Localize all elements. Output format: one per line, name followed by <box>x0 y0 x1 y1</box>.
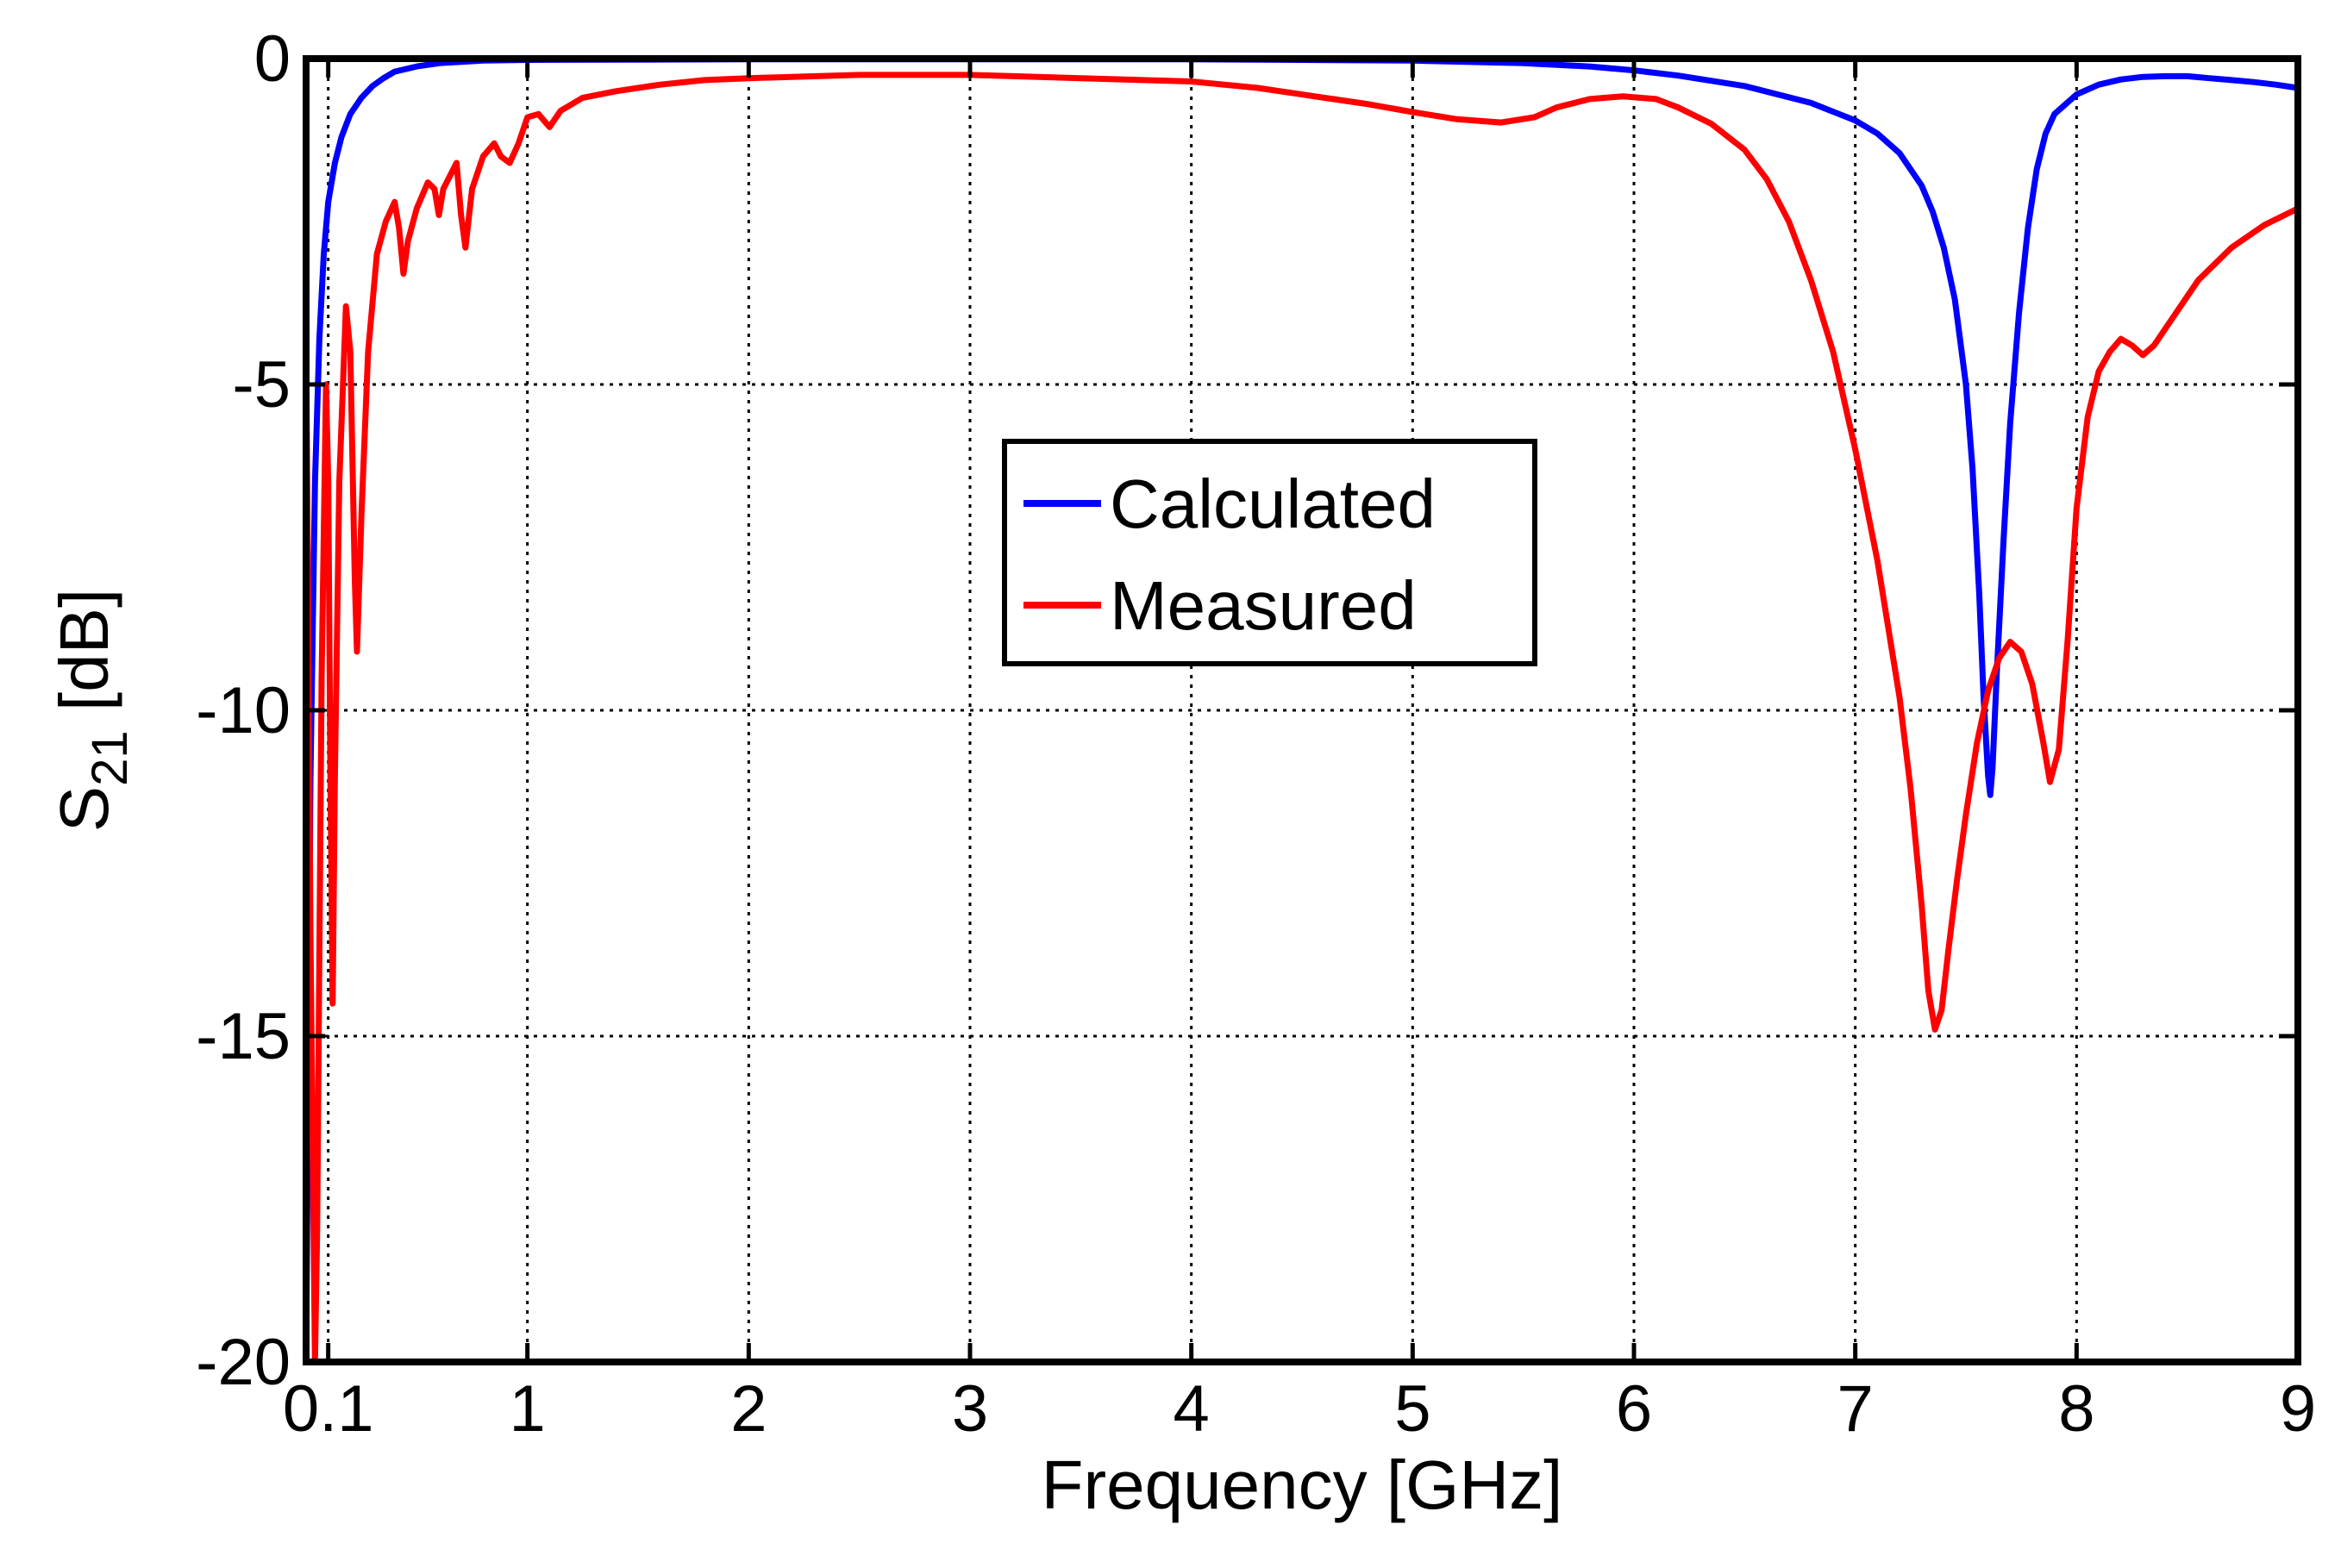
series-line-measured <box>306 72 2298 1362</box>
x-tick-label: 9 <box>2280 1372 2316 1446</box>
y-axis-title-subscript: 21 <box>82 730 138 786</box>
x-tick-label: 1 <box>510 1372 546 1446</box>
x-tick-label: 4 <box>1174 1372 1210 1446</box>
legend-box <box>1002 439 1537 666</box>
axis-ticks: 0.1 1 2 3 4 5 6 7 8 9 0 -5 -10 -15 -20 <box>196 22 2316 1446</box>
x-tick-label: 2 <box>730 1372 767 1446</box>
legend-label-calculated: Calculated <box>1110 465 1436 542</box>
y-tick-label: -10 <box>196 674 291 747</box>
x-tick-label: 3 <box>952 1372 988 1446</box>
y-tick-label: 0 <box>254 22 291 96</box>
x-tick-label: 7 <box>1837 1372 1874 1446</box>
y-axis-title-unit: [dB] <box>46 589 122 731</box>
series-line-calculated <box>306 59 2298 1362</box>
x-axis-title: Frequency [GHz] <box>1042 1446 1563 1523</box>
series-layer <box>306 59 2298 1362</box>
y-axis-title-main: S <box>46 786 122 832</box>
legend-label-measured: Measured <box>1110 567 1417 644</box>
x-tick-label: 0.1 <box>283 1372 374 1446</box>
x-tick-label: 5 <box>1394 1372 1430 1446</box>
x-tick-label: 8 <box>2058 1372 2094 1446</box>
y-tick-label: -5 <box>232 348 291 422</box>
y-tick-label: -15 <box>196 1000 291 1073</box>
y-tick-label: -20 <box>196 1326 291 1399</box>
y-axis-title: S21 [dB] <box>46 589 138 832</box>
legend: Calculated Measured <box>1002 439 1537 666</box>
x-tick-label: 6 <box>1616 1372 1652 1446</box>
